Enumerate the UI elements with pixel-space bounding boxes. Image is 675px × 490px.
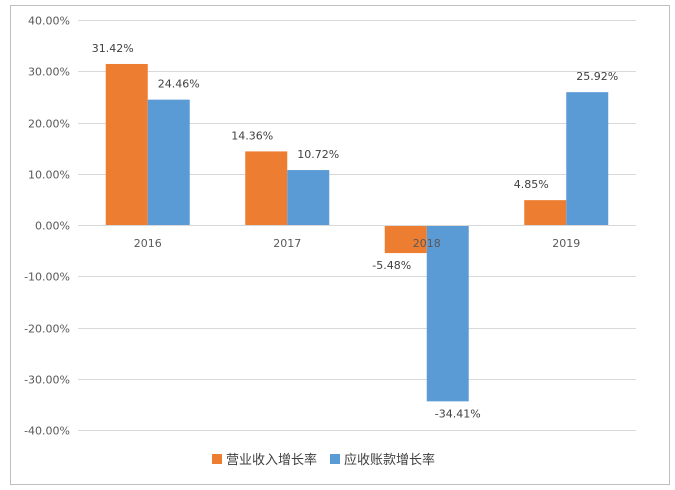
bar-revenue-growth-2017 <box>245 151 288 225</box>
data-label: 10.72% <box>297 148 339 161</box>
x-axis-category-labels: 2016 2017 2018 2019 <box>134 237 581 250</box>
legend-swatch-receivables-growth <box>330 454 340 464</box>
y-tick-label: -20.00% <box>24 323 70 336</box>
data-labels: 31.42% 24.46% 14.36% 10.72% -5.48% -34.41% 4.8… <box>92 42 618 420</box>
legend-swatch-revenue-growth <box>212 454 222 464</box>
x-category-label: 2018 <box>413 237 441 250</box>
y-axis-tick-labels: 40.00% 30.00% 20.00% 10.00% 0.00% -10.00% -20.… <box>24 15 70 438</box>
y-tick-label: 30.00% <box>28 66 70 79</box>
data-label: -34.41% <box>435 407 481 420</box>
y-tick-label: 20.00% <box>28 118 70 131</box>
bar-revenue-growth-2018 <box>384 225 427 254</box>
bar-receivables-growth-2017 <box>287 170 330 225</box>
bar-receivables-growth-2019 <box>566 92 609 225</box>
bar-receivables-growth-2018 <box>426 225 469 402</box>
chart-border <box>10 5 670 485</box>
x-category-label: 2017 <box>273 237 301 250</box>
legend-label-receivables-growth: 应收账款增长率 <box>344 452 435 468</box>
y-tick-label: -30.00% <box>24 374 70 387</box>
y-tick-label: -40.00% <box>24 425 70 438</box>
bar-revenue-growth-2016 <box>105 63 148 225</box>
data-label: 31.42% <box>92 42 134 55</box>
y-tick-label: -10.00% <box>24 271 70 284</box>
data-label: -5.48% <box>372 259 411 272</box>
data-label: 14.36% <box>231 129 273 142</box>
bar-receivables-growth-2016 <box>147 99 190 225</box>
y-tick-label: 0.00% <box>35 220 70 233</box>
data-label: 4.85% <box>514 178 549 191</box>
legend-label-revenue-growth: 营业收入增长率 <box>226 452 317 468</box>
data-label: 24.46% <box>158 78 200 91</box>
y-tick-label: 40.00% <box>28 15 70 28</box>
bar-revenue-growth-2019 <box>524 200 567 225</box>
x-category-label: 2016 <box>134 237 162 250</box>
bars <box>105 63 609 402</box>
legend: 营业收入增长率 应收账款增长率 <box>212 452 435 468</box>
data-label: 25.92% <box>576 70 618 83</box>
y-tick-label: 10.00% <box>28 169 70 182</box>
x-category-label: 2019 <box>552 237 580 250</box>
